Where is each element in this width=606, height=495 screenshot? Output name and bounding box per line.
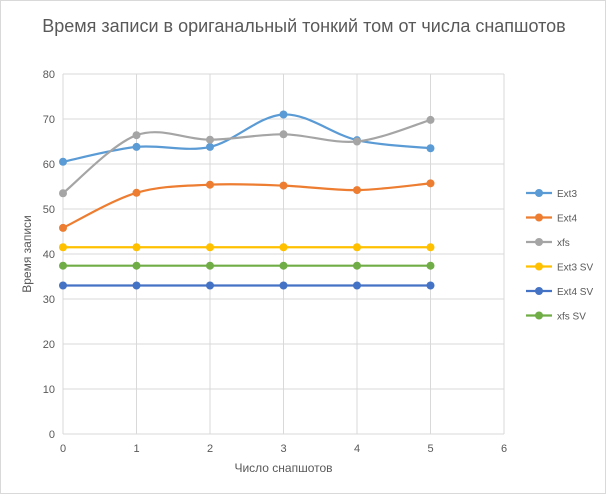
data-point [279, 130, 288, 139]
data-point [132, 243, 141, 252]
legend-marker [535, 238, 543, 246]
data-point [206, 261, 214, 270]
data-point [206, 135, 214, 144]
y-axis-label: Время записи [20, 215, 34, 293]
legend-entry: xfs [557, 238, 570, 249]
data-point [59, 261, 67, 270]
y-tick-label: 10 [43, 384, 55, 396]
legend-entry: Ext4 SV [557, 287, 593, 298]
legend-entry: xfs SV [557, 312, 586, 323]
y-tick-label: 20 [43, 339, 55, 351]
legend-entry: Ext3 [557, 189, 577, 200]
data-point [353, 261, 361, 270]
data-point [279, 110, 288, 119]
data-point [279, 281, 288, 290]
data-point [353, 243, 361, 252]
legend-marker [535, 262, 543, 271]
data-point [426, 115, 435, 124]
x-tick-label: 1 [133, 443, 139, 455]
data-point [353, 186, 361, 195]
data-point [426, 144, 435, 153]
x-tick-label: 4 [354, 443, 360, 455]
data-point [59, 281, 67, 290]
data-point [132, 188, 141, 197]
data-point [279, 181, 288, 190]
legend-entry: Ext3 SV [557, 263, 593, 274]
data-point [132, 261, 141, 270]
data-point [279, 243, 288, 252]
series-line-xfs [62, 118, 431, 195]
data-point [132, 131, 141, 140]
legend-marker [535, 189, 543, 197]
data-point [206, 243, 214, 252]
data-point [426, 179, 435, 188]
data-point [426, 281, 435, 290]
data-point [206, 281, 214, 290]
data-point [132, 281, 141, 290]
y-tick-label: 50 [43, 204, 55, 216]
data-point [426, 261, 435, 270]
legend-marker [535, 213, 543, 222]
data-point [353, 137, 361, 146]
legend-entry: Ext4 [557, 214, 577, 225]
y-tick-label: 80 [43, 69, 55, 81]
data-point [426, 243, 435, 252]
chart-title: Время записи в ориганальный тонкий том о… [42, 16, 566, 36]
data-point [279, 261, 288, 270]
data-point [206, 180, 214, 189]
data-point [59, 243, 67, 252]
x-tick-label: 5 [427, 443, 433, 455]
y-tick-label: 30 [43, 294, 55, 306]
data-point [59, 189, 67, 198]
y-tick-label: 70 [43, 114, 55, 126]
data-point [206, 142, 214, 151]
y-tick-label: 40 [43, 249, 55, 261]
y-tick-label: 60 [43, 159, 55, 171]
data-point [59, 157, 67, 166]
legend-marker [535, 287, 543, 295]
x-tick-label: 2 [207, 443, 213, 455]
x-axis-label: Число снапшотов [234, 461, 332, 475]
data-point [132, 142, 141, 151]
data-point [59, 223, 67, 232]
legend-marker [535, 311, 543, 320]
x-tick-label: 0 [60, 443, 66, 455]
y-tick-label: 0 [49, 429, 55, 441]
x-tick-label: 6 [501, 443, 507, 455]
series-line-ext4 [62, 182, 431, 229]
data-point [353, 281, 361, 290]
x-tick-label: 3 [280, 443, 286, 455]
